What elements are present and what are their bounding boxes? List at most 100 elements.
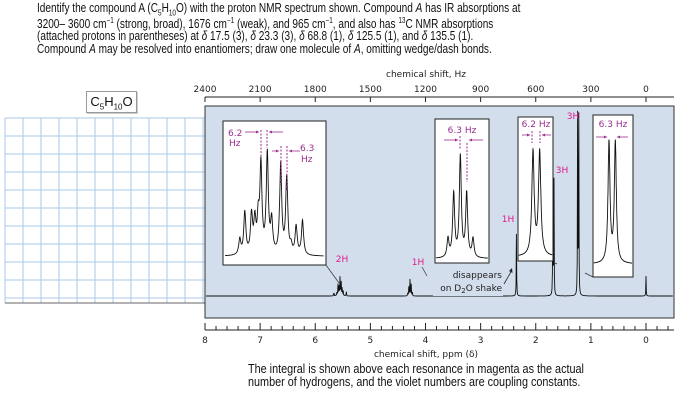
integral-label: 2H xyxy=(336,255,349,265)
integral-label: 1H xyxy=(412,258,425,268)
question-text-segment: 5 xyxy=(158,8,162,18)
question-text-segment: δ xyxy=(421,29,428,44)
x2-tick-label: 2400 xyxy=(194,85,217,95)
inset-quintet-box xyxy=(434,118,490,264)
caption-line-1: The integral is shown above each resonan… xyxy=(248,362,584,376)
x-tick-label: 0 xyxy=(643,336,649,346)
x-tick-label: 6 xyxy=(312,336,318,346)
inset-doublet-1-box xyxy=(517,116,554,262)
question-text-segment: δ xyxy=(250,29,256,44)
question-line: Compound A may be resolved into enantiom… xyxy=(37,41,597,56)
x-tick-label: 4 xyxy=(423,336,429,346)
molecular-formula-box: C5H10O xyxy=(86,91,137,113)
formula-c: C xyxy=(90,94,100,109)
question-line: 3200– 3600 cm−1 (strong, broad), 1676 cm… xyxy=(37,15,597,31)
question-text-segment: has IR absorptions at xyxy=(422,1,521,15)
inset-doublet-1-trace xyxy=(518,147,553,256)
inset-quintet-trace xyxy=(435,153,488,259)
drawing-grid[interactable] xyxy=(4,117,211,304)
question-text-segment: 68.8 (1), xyxy=(304,29,348,44)
arrowhead xyxy=(289,149,292,153)
inset-quintet xyxy=(434,118,490,264)
x-tick-label: 5 xyxy=(368,336,374,346)
caption: The integral is shown above each resonan… xyxy=(248,363,644,388)
coupling-label: 6.2 xyxy=(228,129,242,139)
d2o-arrow xyxy=(503,269,513,285)
question-text-segment: 125.5 (1), and xyxy=(353,29,422,44)
question-text-segment: , and also has xyxy=(332,16,399,31)
question-text-segment: (attached protons in parentheses) at xyxy=(37,29,202,44)
question-text-segment: 13 xyxy=(398,15,406,25)
formula-h-count: 10 xyxy=(113,102,123,112)
x2-tick-label: 600 xyxy=(527,85,544,95)
question-text-segment: C NMR absorptions xyxy=(405,16,494,31)
coupling-label: 6.3 xyxy=(300,144,314,154)
d2o-text: on D xyxy=(440,284,461,294)
coupling-label: Hz xyxy=(229,139,241,149)
integral-label: 1H xyxy=(502,215,515,225)
x2-axis-label: chemical shift, Hz xyxy=(386,70,466,80)
question-text-segment: −1 xyxy=(325,15,333,25)
question-text-segment: Identify the compound xyxy=(37,1,139,15)
arrowhead xyxy=(527,133,530,137)
leader-line xyxy=(584,272,594,278)
x2-tick-label: 1200 xyxy=(414,85,437,95)
caption-line-2: number of hydrogens, and the violet numb… xyxy=(248,374,581,389)
question-text-segment: δ xyxy=(299,29,305,44)
question-text-segment: δ xyxy=(201,29,208,44)
question-text-segment: may be resolved into enantiomers; draw o… xyxy=(95,41,354,56)
x-tick-label: 2 xyxy=(533,336,539,346)
inset-doublet-2-box xyxy=(592,114,634,278)
question-text-segment: 17.5 (3), xyxy=(207,29,251,44)
leader-line xyxy=(325,264,340,284)
formula-o: O xyxy=(122,94,133,109)
question-text-segment: (strong, broad), 1676 cm xyxy=(113,16,227,31)
d2o-note-line1: disappears xyxy=(453,271,503,281)
leader-line xyxy=(552,261,558,265)
question-line: (attached protons in parentheses) at δ 1… xyxy=(37,30,597,43)
question-text-segment: −1 xyxy=(106,15,114,25)
question-text-segment: (C xyxy=(144,1,158,15)
question-text-segment: A xyxy=(138,1,145,15)
x2-tick-label: 300 xyxy=(582,85,599,95)
x2-tick-label: 2100 xyxy=(249,85,272,95)
question-text-segment: δ xyxy=(347,29,354,44)
inset-doublet-2 xyxy=(592,114,634,278)
formula-c-count: 5 xyxy=(99,102,105,112)
x-tick-label: 8 xyxy=(202,336,208,346)
question-text-segment: H xyxy=(161,1,169,15)
coupling-label: 6.3 Hz xyxy=(448,126,477,136)
coupling-label: 6.3 Hz xyxy=(599,120,628,130)
arrowhead xyxy=(542,133,545,137)
d2o-note-bg xyxy=(433,268,503,296)
inset-doublet-2-trace xyxy=(593,139,633,264)
d2o-text: O shake xyxy=(466,284,503,294)
x2-tick-label: 900 xyxy=(472,85,489,95)
arrowhead xyxy=(256,130,259,134)
question-text-segment: A xyxy=(415,1,423,15)
question-text: Identify the compound A (C5H10O) with th… xyxy=(37,2,597,55)
question-text-segment: O) with the proton NMR spectrum shown. C… xyxy=(175,1,416,15)
coupling-label: 6.2 Hz xyxy=(522,120,551,130)
inset-multiplet-trace xyxy=(225,148,324,257)
question-line: Identify the compound A (C5H10O) with th… xyxy=(37,1,597,18)
x-tick-label: 3 xyxy=(478,336,484,346)
x2-tick-label: 1800 xyxy=(304,85,327,95)
inset-multiplet-box xyxy=(222,120,327,266)
leader-line xyxy=(421,266,428,277)
x-tick-label: 1 xyxy=(588,336,594,346)
inset-doublet-1 xyxy=(517,116,554,262)
integral-label: 3H xyxy=(567,112,580,122)
question-text-segment: , omitting wedge/dash bonds. xyxy=(360,41,492,56)
inset-multiplet xyxy=(222,120,327,266)
question-text-segment: (weak), and 965 cm xyxy=(234,16,326,31)
question-text-segment: 3200– 3600 cm xyxy=(37,16,107,31)
arrowhead xyxy=(276,149,279,153)
x-axis-label: chemical shift, ppm (δ) xyxy=(374,350,478,360)
d2o-note-line2: on D2O shake xyxy=(440,284,502,295)
x2-tick-label: 1500 xyxy=(359,85,382,95)
d2o-subscript: 2 xyxy=(461,287,465,295)
coupling-label: Hz xyxy=(301,155,313,165)
arrowhead xyxy=(269,130,272,134)
